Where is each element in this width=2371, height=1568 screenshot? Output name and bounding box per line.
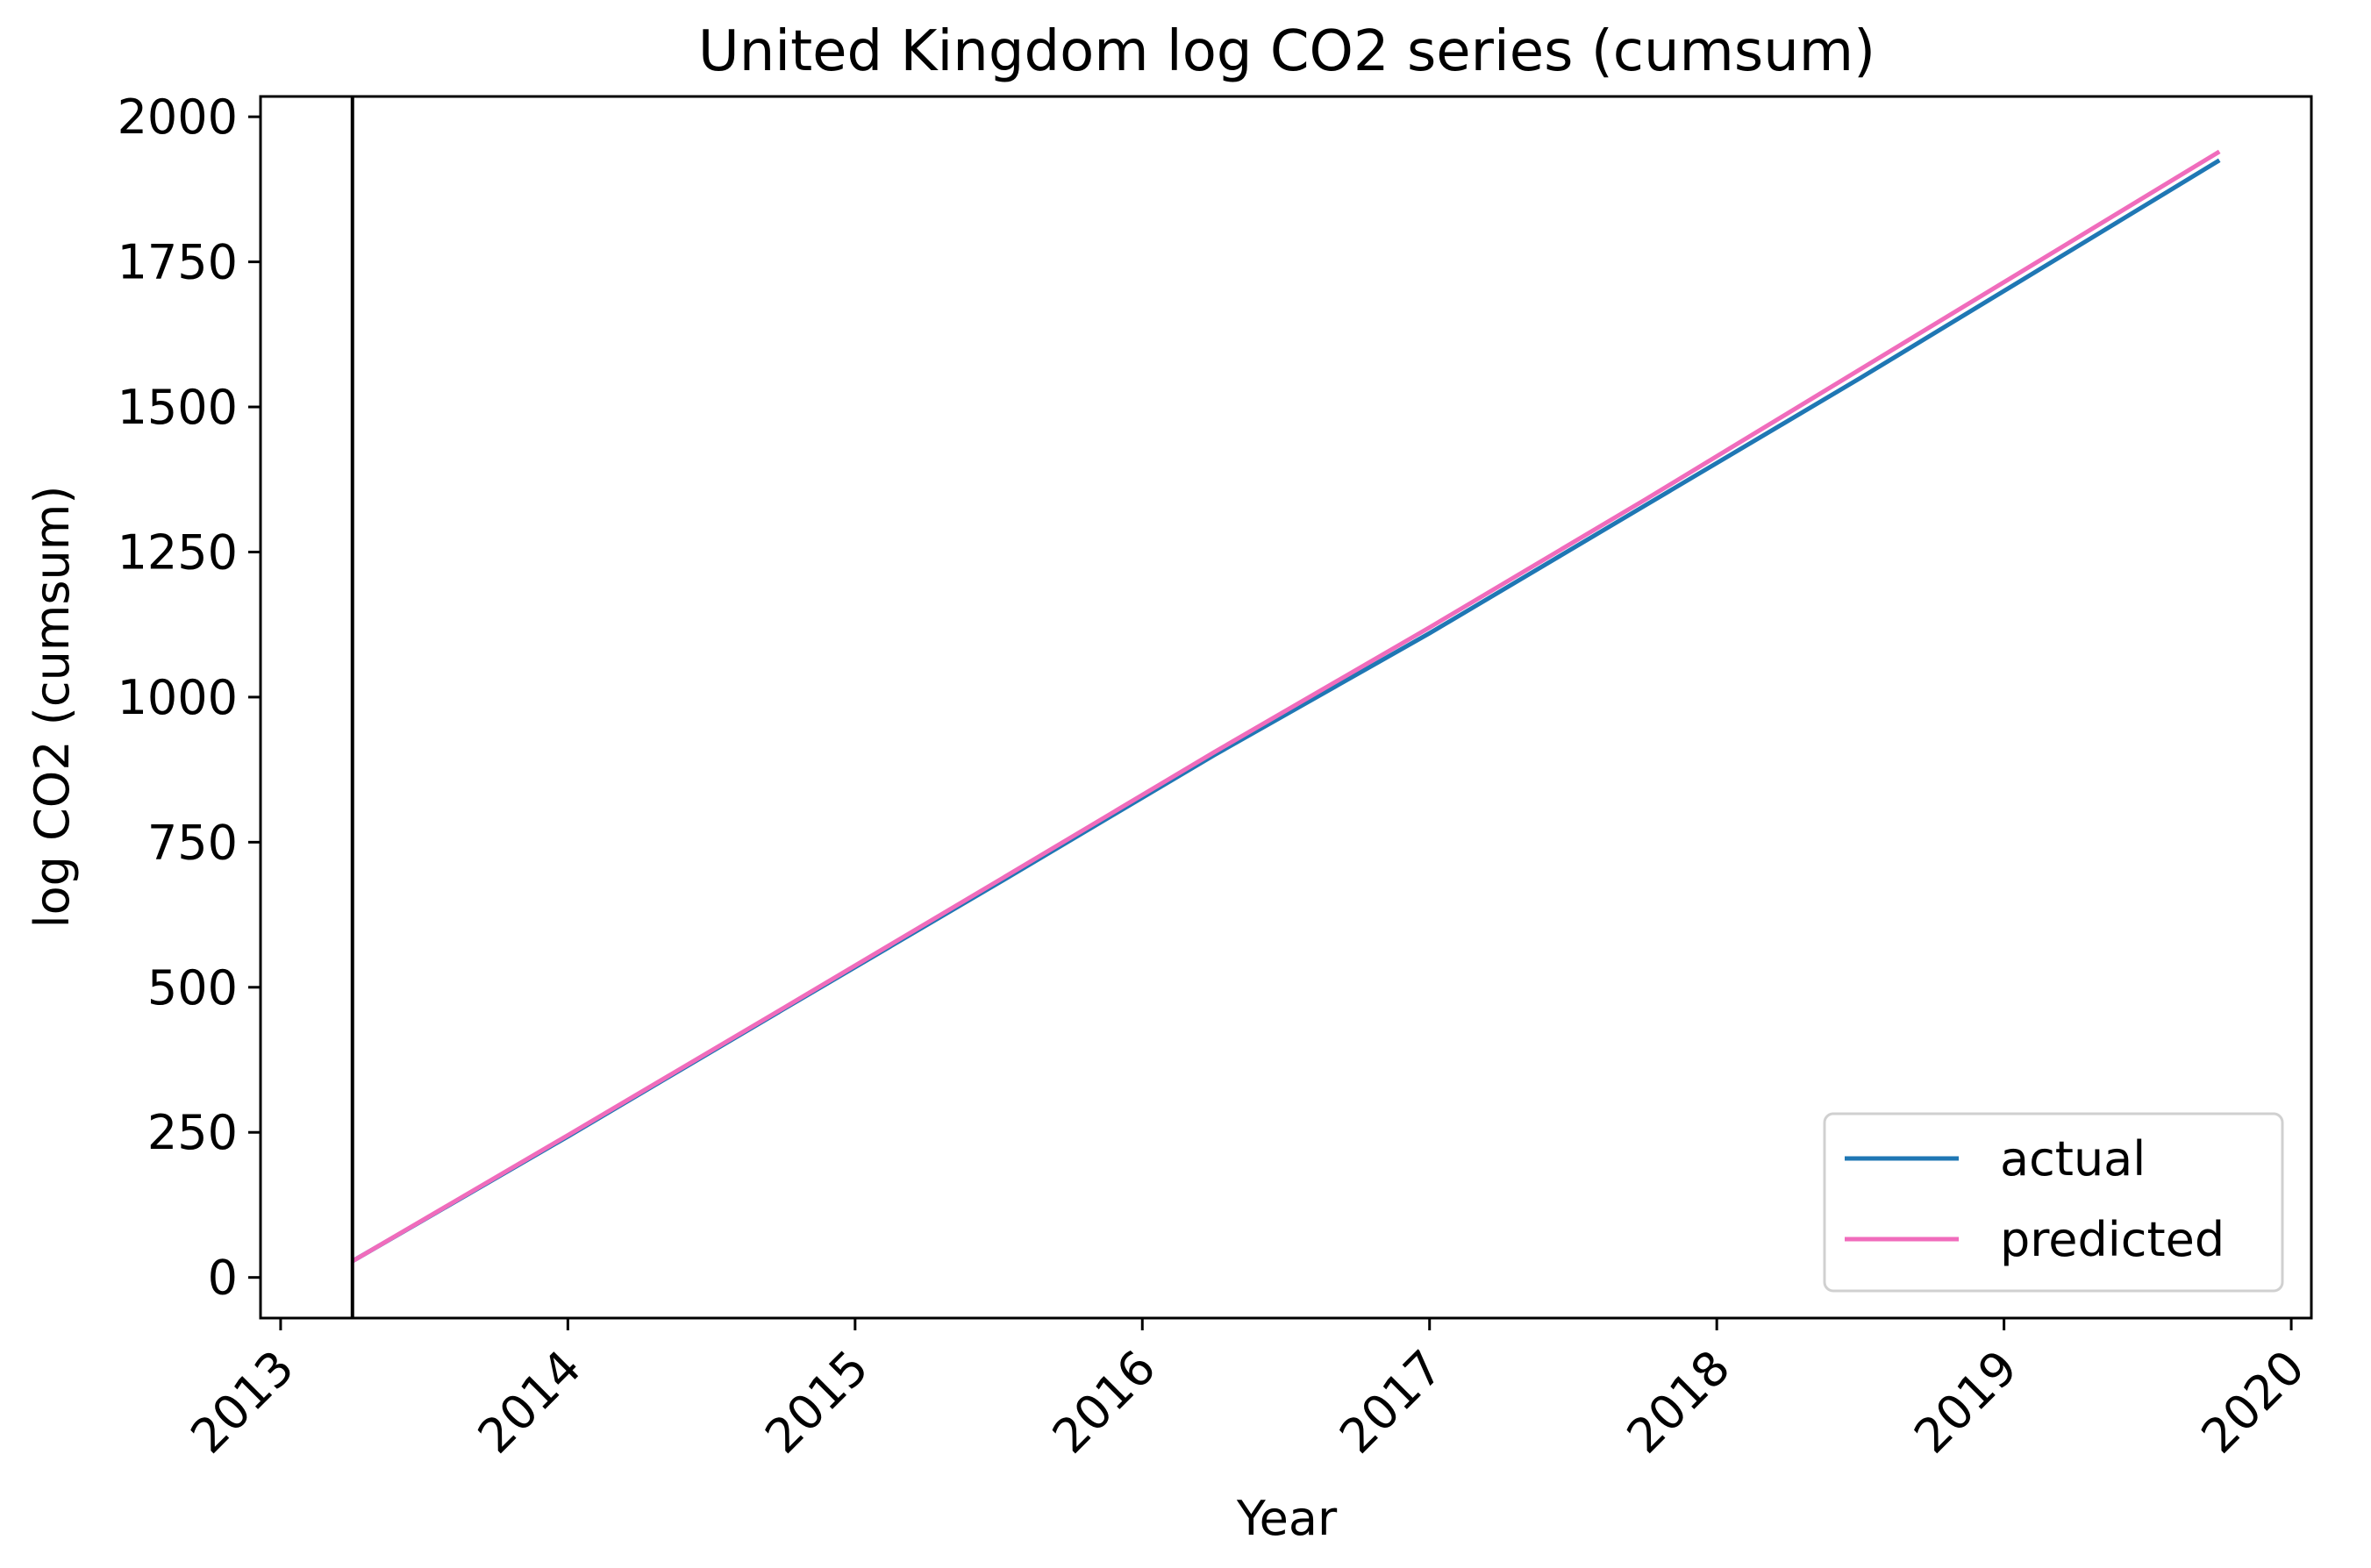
plot-area — [350, 96, 2221, 1318]
x-tick-label: 2018 — [1617, 1340, 1741, 1465]
chart-title: United Kingdom log CO2 series (cumsum) — [698, 19, 1875, 84]
y-axis: 0 250 500 750 1000 1250 1500 1750 2000 — [118, 89, 261, 1306]
x-tick-label: 2019 — [1903, 1340, 2028, 1465]
x-tick-label: 2020 — [2191, 1340, 2316, 1465]
x-axis: 2013 2014 2015 2016 2017 2018 2019 2020 — [180, 1318, 2315, 1464]
x-tick-label: 2014 — [468, 1340, 592, 1465]
y-tick-label: 1750 — [118, 235, 238, 290]
y-axis-label: log CO2 (cumsum) — [25, 486, 80, 929]
y-tick-label: 1000 — [118, 670, 238, 725]
x-axis-label: Year — [1236, 1491, 1338, 1546]
x-tick-label: 2016 — [1042, 1340, 1167, 1465]
y-tick-label: 250 — [147, 1105, 238, 1160]
y-tick-label: 1500 — [118, 380, 238, 435]
y-tick-label: 2000 — [118, 89, 238, 145]
x-tick-label: 2015 — [754, 1340, 879, 1465]
legend-label-predicted: predicted — [2000, 1212, 2225, 1267]
series-line-predicted — [351, 149, 2221, 1264]
x-tick-label: 2013 — [180, 1340, 304, 1465]
y-tick-label: 500 — [147, 960, 238, 1016]
x-tick-label: 2017 — [1329, 1340, 1453, 1465]
plot-frame — [259, 95, 2313, 1320]
y-tick-label: 1250 — [118, 524, 238, 580]
legend-label-actual: actual — [2000, 1131, 2146, 1187]
legend: actual predicted — [1823, 1112, 2284, 1293]
y-tick-label: 0 — [208, 1251, 238, 1306]
y-tick-label: 750 — [147, 815, 238, 870]
